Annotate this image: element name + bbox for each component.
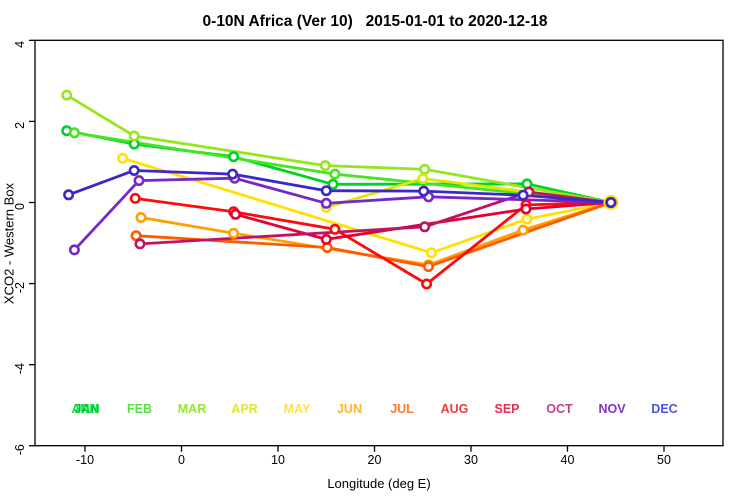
- month-label-apr: APR: [231, 402, 257, 416]
- series-marker-aug: [329, 223, 341, 235]
- month-label-mar: MAR: [178, 402, 206, 416]
- series-marker-apr: [417, 173, 429, 185]
- series-marker-dec: [63, 189, 75, 201]
- month-label-jul: JUL: [390, 402, 414, 416]
- series-line-jul: [134, 201, 613, 268]
- series-marker-feb: [68, 127, 80, 139]
- month-label-nov: NOV: [598, 402, 626, 416]
- series-marker-dec: [128, 165, 140, 177]
- series-marker-nov: [133, 175, 145, 187]
- series-marker-dec: [605, 197, 617, 209]
- series-marker-jan: [228, 151, 240, 163]
- y-axis-label: XCO2 - Western Box: [1, 182, 17, 305]
- series-marker-jan: [327, 178, 339, 190]
- month-label-aug: AUG: [441, 402, 469, 416]
- x-tick-label: 40: [561, 453, 575, 467]
- ann-label: ANN: [71, 402, 98, 416]
- month-label-jan: JAN: [74, 402, 99, 416]
- month-label-jun: JUN: [337, 402, 362, 416]
- series-marker-may: [425, 247, 437, 259]
- y-tick-label: 0: [13, 203, 27, 210]
- series-line-oct: [138, 190, 613, 246]
- series-marker-sep: [320, 233, 332, 245]
- series-marker-mar: [419, 163, 431, 175]
- x-tick-label: 20: [368, 453, 382, 467]
- series-marker-dec: [517, 189, 529, 201]
- y-tick-label: -2: [13, 282, 27, 293]
- series-marker-oct: [134, 238, 146, 250]
- series-marker-mar: [128, 130, 140, 142]
- series-line-may: [121, 156, 613, 255]
- series-marker-jul: [422, 261, 434, 273]
- series-marker-may: [117, 152, 129, 164]
- series-marker-jul: [130, 230, 142, 242]
- series-marker-dec: [418, 185, 430, 197]
- series-marker-aug: [129, 192, 141, 204]
- series-marker-feb: [329, 168, 341, 180]
- series-marker-oct: [419, 221, 431, 233]
- x-tick-label: 30: [464, 453, 478, 467]
- month-label-sep: SEP: [494, 402, 519, 416]
- series-marker-nov: [320, 197, 332, 209]
- x-tick-label: 50: [657, 453, 671, 467]
- series-marker-jun: [517, 224, 529, 236]
- month-label-dec: DEC: [651, 402, 677, 416]
- x-tick-label: 10: [271, 453, 285, 467]
- series-marker-dec: [227, 168, 239, 180]
- x-tick-label: 0: [178, 453, 185, 467]
- x-axis-label: Longitude (deg E): [327, 476, 431, 491]
- series-marker-may: [521, 213, 533, 225]
- month-label-feb: FEB: [127, 402, 152, 416]
- month-label-oct: OCT: [546, 402, 573, 416]
- series-marker-mar: [319, 160, 331, 172]
- plot-box: [34, 39, 724, 447]
- convergence-halo: [603, 195, 619, 211]
- series-marker-jun: [228, 227, 240, 239]
- y-tick-label: 4: [13, 41, 27, 48]
- series-marker-nov: [68, 244, 80, 256]
- series-line-aug: [133, 197, 613, 286]
- chart-title: 0-10N Africa (Ver 10) 2015-01-01 to 2020…: [202, 13, 548, 30]
- series-marker-sep: [520, 203, 532, 215]
- y-tick-label: -6: [13, 444, 27, 455]
- series-marker-aug: [421, 278, 433, 290]
- series-marker-dec: [320, 185, 332, 197]
- y-tick-label: 2: [13, 122, 27, 129]
- month-label-may: MAY: [284, 402, 311, 416]
- series-marker-sep: [230, 208, 242, 220]
- x-tick-label: -10: [76, 453, 94, 467]
- y-tick-label: -4: [13, 363, 27, 374]
- series-marker-mar: [61, 89, 73, 101]
- series-marker-jun: [135, 212, 147, 224]
- series-line-nov: [73, 176, 613, 252]
